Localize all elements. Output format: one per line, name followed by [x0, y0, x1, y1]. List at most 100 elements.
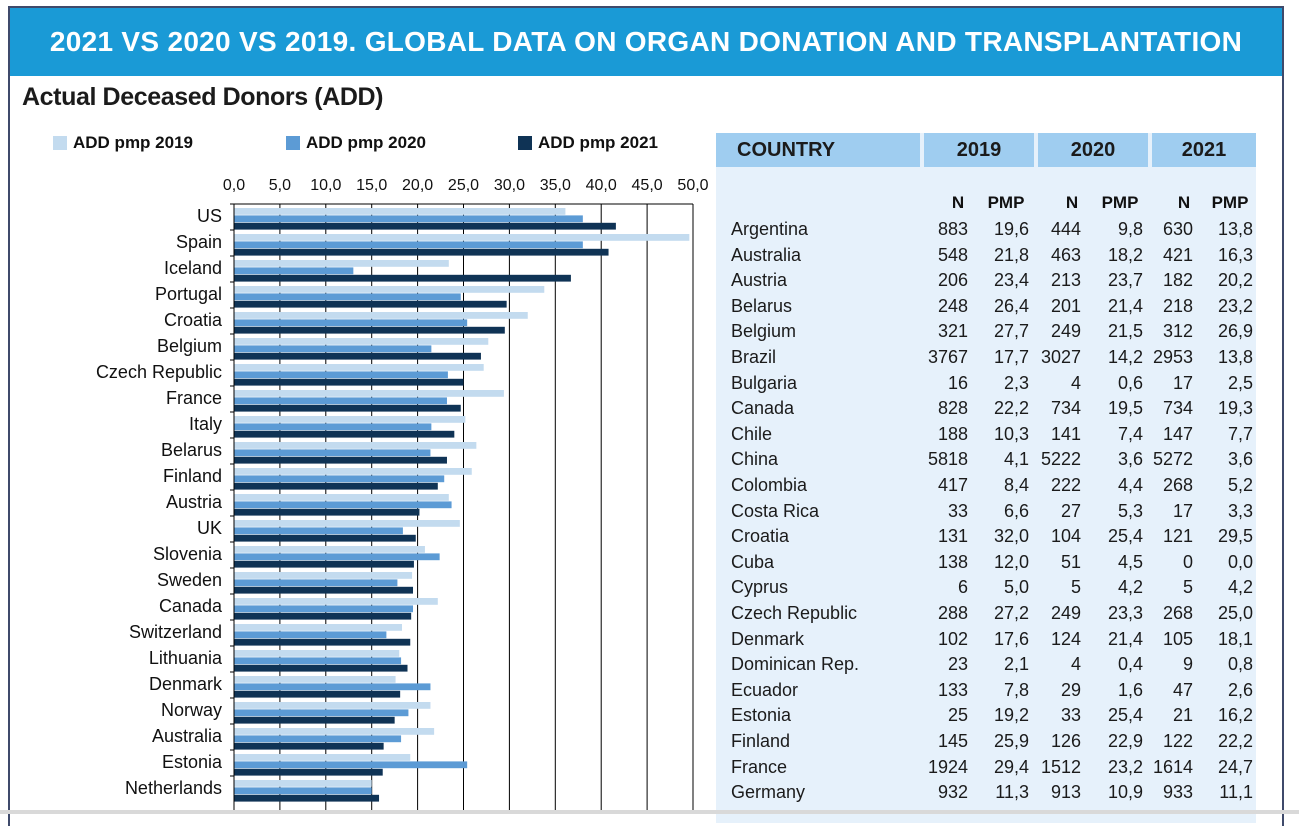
- y-category-label: Switzerland: [129, 622, 222, 642]
- bar-2020: [234, 241, 583, 249]
- n-value: 5222: [1040, 449, 1081, 470]
- country-name: Denmark: [731, 628, 805, 649]
- legend-label-2020: ADD pmp 2020: [306, 133, 426, 152]
- pmp-value: 2,5: [1227, 372, 1253, 393]
- bar-2020: [234, 475, 445, 483]
- x-tick-label: 40,0: [586, 177, 617, 194]
- n-value: 630: [1162, 219, 1193, 239]
- bar-2020: [234, 631, 387, 639]
- y-category-label: Austria: [166, 492, 223, 512]
- n-value: 2953: [1152, 347, 1193, 367]
- bar-2021: [234, 274, 571, 282]
- pmp-value: 21,4: [1107, 628, 1143, 649]
- y-category-label: Belarus: [161, 440, 222, 460]
- pmp-value: 14,2: [1107, 347, 1143, 367]
- legend-swatch-2019: [53, 136, 67, 150]
- table-row: China 5818 4,1 5222 3,6 5272 3,6: [716, 449, 1256, 475]
- country-name: Finland: [731, 731, 791, 751]
- bar-2020: [234, 657, 402, 665]
- pmp-value: 23,3: [1107, 603, 1143, 623]
- n-value: 883: [937, 219, 968, 239]
- pmp-value: 19,5: [1107, 398, 1143, 419]
- n-value: 21: [1172, 705, 1193, 726]
- country-name: Chile: [731, 423, 773, 444]
- y-category-label: Czech Republic: [96, 362, 222, 382]
- bar-2021: [234, 638, 411, 646]
- n-value: 222: [1050, 475, 1081, 495]
- bar-2019: [234, 416, 466, 423]
- pmp-value: 18,1: [1217, 628, 1253, 649]
- bar-2019: [234, 728, 435, 735]
- x-tick-label: 5,0: [269, 177, 291, 194]
- pmp-value: 0,8: [1227, 654, 1253, 675]
- table-row: Argentina 883 19,6 444 9,8 630 13,8: [716, 219, 1256, 245]
- table-row: Chile 188 10,3 141 7,4 147 7,7: [716, 424, 1256, 450]
- bar-2021: [234, 768, 383, 776]
- x-tick-label: 0,0: [223, 177, 245, 194]
- pmp-value: 11,3: [995, 782, 1029, 803]
- x-tick-label: 20,0: [402, 177, 433, 194]
- pmp-value: 11,1: [1219, 782, 1253, 803]
- header-2019: 2019: [924, 133, 1034, 167]
- pmp-value: 20,2: [1217, 270, 1253, 291]
- country-name: Bulgaria: [731, 372, 798, 393]
- table-row: Ecuador 133 7,8 29 1,6 47 2,6: [716, 680, 1256, 706]
- n-value: 17: [1172, 500, 1193, 521]
- n-value: 268: [1162, 475, 1193, 495]
- n-value: 5: [1070, 577, 1081, 598]
- n-value: 1924: [927, 756, 968, 777]
- n-value: 16: [947, 372, 968, 393]
- legend-swatch-2021: [518, 136, 532, 150]
- pmp-value: 13,8: [1217, 219, 1253, 239]
- pmp-value: 3,6: [1227, 449, 1253, 470]
- n-value: 218: [1162, 295, 1193, 316]
- country-name: Ecuador: [731, 679, 799, 700]
- n-value: 288: [937, 603, 968, 623]
- pmp-value: 7,7: [1227, 423, 1253, 444]
- bar-2019: [234, 520, 460, 527]
- table-row: Canada 828 22,2 734 19,5 734 19,3: [716, 398, 1256, 424]
- n-value: 121: [1162, 526, 1193, 547]
- n-value: 734: [1162, 398, 1193, 419]
- legend-swatch-2020: [286, 136, 300, 150]
- bar-2021: [234, 690, 401, 698]
- table-row: France 1924 29,4 1512 23,2 1614 24,7: [716, 757, 1256, 783]
- bar-2019: [234, 468, 472, 475]
- n-value: 5272: [1152, 449, 1193, 470]
- n-value: 828: [937, 398, 968, 419]
- n-value: 913: [1050, 782, 1081, 803]
- bar-2020: [234, 267, 354, 275]
- y-category-label: Finland: [163, 466, 222, 486]
- table-row: Brazil 3767 17,7 3027 14,2 2953 13,8: [716, 347, 1256, 373]
- y-category-label: Iceland: [164, 258, 222, 278]
- x-tick-label: 25,0: [448, 177, 479, 194]
- data-table: COUNTRY 2019 2020 2021 N PMP N PMP N PMP Argen…: [716, 133, 1256, 823]
- bar-2020: [234, 553, 440, 561]
- x-tick-label: 15,0: [356, 177, 387, 194]
- n-value: 51: [1060, 551, 1081, 572]
- country-name: China: [731, 449, 779, 470]
- pmp-value: 5,3: [1117, 500, 1143, 521]
- n-value: 33: [947, 500, 968, 521]
- pmp-value: 17,6: [993, 628, 1029, 649]
- n-value: 4: [1070, 654, 1081, 675]
- pmp-value: 19,2: [993, 705, 1029, 726]
- pmp-value: 0,0: [1227, 551, 1253, 572]
- pmp-value: 21,5: [1107, 321, 1143, 342]
- n-value: 122: [1162, 731, 1193, 751]
- pmp-value: 16,3: [1217, 244, 1253, 265]
- pmp-value: 16,2: [1217, 705, 1253, 726]
- pmp-value: 4,1: [1003, 449, 1029, 470]
- table-row: Dominican Rep. 23 2,1 4 0,4 9 0,8: [716, 654, 1256, 680]
- pmp-value: 6,6: [1003, 500, 1029, 521]
- table-row: Germany 932 11,3 913 10,9 933 11,1: [716, 782, 1256, 808]
- country-name: Argentina: [731, 219, 809, 239]
- pmp-value: 19,3: [1217, 398, 1253, 419]
- pmp-value: 5,0: [1003, 577, 1029, 598]
- country-name: Cuba: [731, 551, 775, 572]
- pmp-value: 22,2: [1217, 731, 1253, 751]
- table-row: Belgium 321 27,7 249 21,5 312 26,9: [716, 321, 1256, 347]
- n-value: 25: [947, 705, 968, 726]
- bar-2021: [234, 300, 507, 308]
- n-value: 463: [1050, 244, 1081, 265]
